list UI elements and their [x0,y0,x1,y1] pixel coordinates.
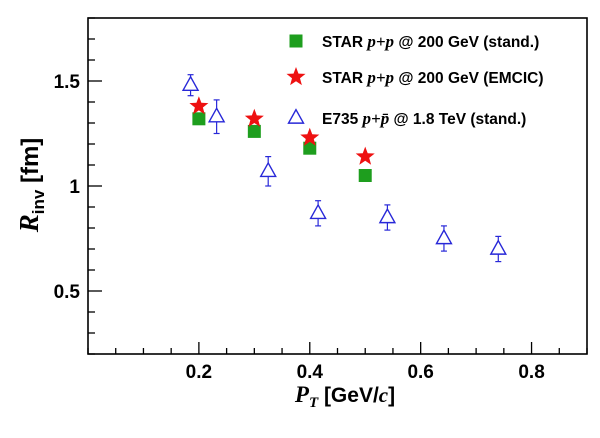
legend-item: E735 p+p̄ @ 1.8 TeV (stand.) [287,108,526,128]
legend-item: STAR p+p @ 200 GeV (stand.) [289,32,539,51]
x-tick-label: 0.6 [407,362,433,383]
data-point [189,96,209,115]
x-axis: 0.2 0.4 0.6 0.8 [87,342,588,383]
data-point [435,228,453,245]
y-tick-label: 0.5 [54,282,81,303]
data-point [181,75,200,92]
legend-label: E735 p+p̄ @ 1.8 TeV (stand.) [322,109,526,128]
x-axis-label: PT [GeV/c] [294,382,395,411]
legend-label: STAR p+p @ 200 GeV (stand.) [322,32,539,51]
data-point [247,124,261,138]
data-layer [181,74,507,263]
legend-marker [289,34,303,48]
data-point [244,108,264,127]
y-axis-label: Rinv [fm] [14,138,48,234]
legend-item: STAR p+p @ 200 GeV (EMCIC) [286,67,544,87]
data-point [207,106,226,123]
series [189,96,375,165]
data-point [303,141,317,155]
legend-label: STAR p+p @ 200 GeV (EMCIC) [322,68,544,87]
data-point [378,207,397,224]
x-tick-label: 0.4 [297,362,324,383]
x-tick-label: 0.2 [186,362,212,383]
x-tick-label: 0.8 [518,362,544,383]
data-point [259,161,277,178]
plot-frame [87,17,588,355]
data-point [300,127,320,146]
legend-marker [286,67,306,86]
legend-marker [287,108,305,124]
y-tick-label: 1 [69,177,80,198]
series [192,112,372,182]
series [181,74,507,263]
data-point [192,112,206,126]
y-tick-label: 1.5 [54,72,81,93]
data-point [309,203,327,220]
y-axis: 0.5 1 1.5 [54,17,102,355]
legend: STAR p+p @ 200 GeV (stand.) STAR p+p @ 20… [286,32,544,128]
data-point [489,239,507,255]
data-point [355,146,375,165]
data-point [358,169,372,182]
plot-border [87,17,588,355]
